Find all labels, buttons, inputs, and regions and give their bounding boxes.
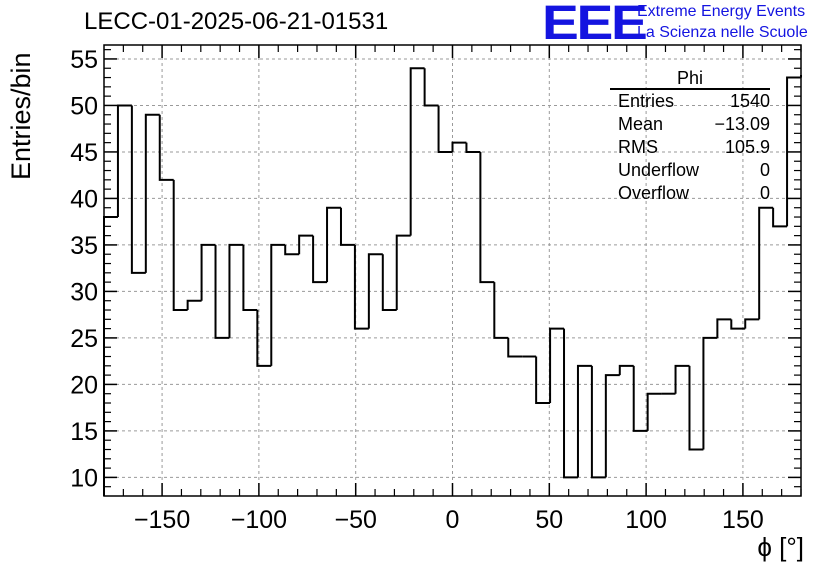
histogram-bin	[395, 234, 411, 311]
histogram-bin	[200, 243, 216, 301]
histogram-bin	[646, 392, 662, 431]
run-title: LECC-01-2025-06-21-01531	[84, 8, 389, 35]
x-tick-label: 50	[535, 506, 563, 534]
x-tick-label: 0	[446, 506, 460, 534]
histogram-bin	[367, 253, 383, 329]
histogram-bin	[312, 235, 328, 284]
stats-label: Underflow	[618, 160, 700, 180]
histogram-bin	[186, 299, 202, 311]
stats-value: 0	[759, 160, 770, 180]
histogram-bin	[409, 67, 425, 236]
histogram-bin	[284, 244, 300, 256]
histogram-bin	[298, 234, 314, 255]
histogram-bin	[228, 243, 244, 338]
stats-label: Entries	[618, 91, 675, 111]
y-tick-label: 20	[70, 371, 98, 399]
histogram-bin	[479, 151, 495, 284]
histogram-bin	[144, 113, 160, 273]
stats-row-underflow: Underflow 0	[610, 159, 770, 182]
histogram-bin	[130, 105, 146, 274]
histogram-bin	[549, 327, 565, 404]
histogram-bin	[535, 356, 551, 405]
histogram-bin	[256, 310, 272, 367]
x-tick-label: 150	[722, 506, 764, 534]
x-tick-label: 100	[625, 506, 667, 534]
x-tick-label: −150	[134, 506, 190, 534]
histogram-bin	[465, 142, 481, 153]
histogram-bin	[576, 364, 592, 478]
stats-value: 1540	[729, 91, 770, 111]
histogram-bin	[423, 68, 439, 107]
histogram-bin	[493, 282, 509, 339]
histogram-bin	[730, 319, 746, 330]
y-tick-label: 30	[70, 278, 98, 306]
y-tick-label: 55	[70, 46, 98, 74]
histogram-bin	[381, 254, 397, 312]
stats-value: −13.09	[714, 114, 770, 134]
histogram-bin	[716, 318, 732, 338]
eee-logo: EEE	[542, 0, 648, 50]
histogram-bin	[270, 243, 286, 366]
histogram-bin	[563, 328, 578, 479]
y-tick-label: 45	[70, 139, 98, 167]
stats-row-mean: Mean −13.09	[610, 113, 770, 136]
y-tick-label: 10	[70, 464, 98, 492]
y-tick-label: 50	[70, 92, 98, 120]
histogram-bin	[214, 244, 230, 339]
histogram-bin	[437, 105, 453, 153]
histogram-bin	[618, 364, 634, 376]
histogram-bin	[632, 365, 648, 432]
stats-value: 105.9	[724, 137, 770, 157]
stats-label: RMS	[618, 137, 658, 157]
logo-subtitle-line1: Extreme Energy Events	[637, 3, 806, 20]
histogram-bin	[772, 207, 788, 228]
stats-row-rms: RMS 105.9	[610, 136, 770, 159]
y-tick-label: 15	[70, 418, 98, 446]
histogram-bin	[702, 336, 718, 450]
stats-row-entries: Entries 1540	[610, 90, 770, 113]
x-tick-label: −50	[334, 506, 376, 534]
histogram-bin	[758, 206, 774, 320]
axes	[103, 44, 802, 497]
stats-row-overflow: Overflow 0	[610, 182, 770, 205]
stats-box: Phi Entries 1540 Mean −13.09 RMS 105.9 U…	[610, 68, 770, 205]
y-tick-label: 40	[70, 185, 98, 213]
x-tick-label: −100	[231, 506, 287, 534]
histogram-bin	[744, 318, 760, 329]
histogram-bin	[451, 141, 467, 152]
histogram-bin	[339, 207, 355, 246]
y-axis-label: Entries/bin	[6, 52, 36, 180]
y-tick-label: 25	[70, 325, 98, 353]
tick-labels: −150 −100 −50 0 50 100 150 10 15 20 25 30 35 40 45 50 55	[70, 46, 764, 534]
x-axis-label: ϕ [°]	[757, 532, 804, 562]
histogram-bin	[353, 244, 369, 330]
histogram-bin	[590, 365, 606, 479]
stats-label: Mean	[618, 114, 664, 134]
histogram-bin	[242, 244, 258, 312]
histogram-bin	[172, 179, 188, 312]
histogram-bin	[116, 104, 132, 218]
histogram-bin	[326, 206, 341, 283]
histogram-bin	[507, 337, 523, 358]
histogram-bin	[674, 364, 690, 394]
y-tick-label: 35	[70, 232, 98, 260]
stats-value: 0	[759, 183, 770, 203]
stats-title: Phi	[610, 68, 770, 90]
histogram-bin	[688, 365, 704, 451]
histogram-bin	[604, 374, 620, 478]
logo-subtitle-line2: La Scienza nelle Scuole	[637, 24, 808, 41]
histogram-bins	[103, 67, 802, 496]
stats-label: Overflow	[618, 183, 690, 203]
histogram-bin	[158, 114, 174, 181]
